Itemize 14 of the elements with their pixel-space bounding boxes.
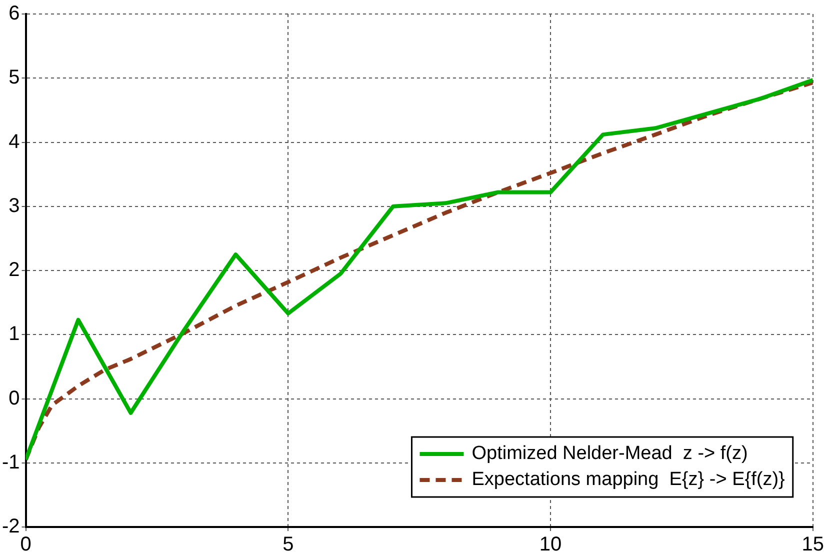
legend-label: Expectations mapping E{z} -> E{f(z)} <box>472 469 785 490</box>
y-tick-label: -2 <box>2 516 20 538</box>
y-tick-label: -1 <box>2 451 20 474</box>
y-tick-label: 4 <box>8 130 20 153</box>
y-tick-label: 6 <box>8 2 20 25</box>
y-tick-label: 3 <box>8 194 20 217</box>
x-tick-label: 5 <box>282 534 294 556</box>
y-tick-label: 2 <box>8 259 20 282</box>
legend-label: Optimized Nelder-Mead z -> f(z) <box>472 443 748 464</box>
y-tick-label: 5 <box>8 66 20 89</box>
y-tick-label: 1 <box>8 323 20 346</box>
x-tick-label: 10 <box>539 534 562 556</box>
x-tick-label: 15 <box>802 534 824 556</box>
y-tick-label: 0 <box>8 387 20 410</box>
